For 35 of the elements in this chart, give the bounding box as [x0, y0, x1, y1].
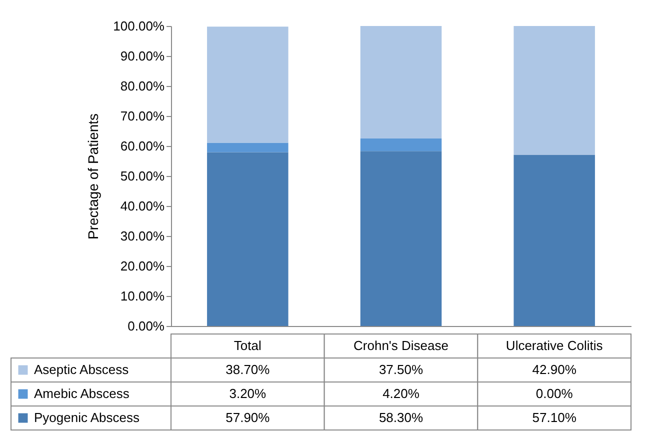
- bar: [360, 26, 442, 138]
- data-label: 37.50%: [378, 362, 424, 377]
- data-label: 0.00%: [536, 386, 574, 401]
- bar: [207, 142, 288, 152]
- x-tick-label: Crohn's Disease: [354, 338, 448, 353]
- y-axis-title: Prectage of Patients: [85, 113, 102, 240]
- data-label: 57.90%: [226, 410, 270, 425]
- y-tick-label: 40.00%: [120, 198, 165, 214]
- data-label: 3.20%: [229, 386, 267, 401]
- bar: [514, 154, 595, 326]
- x-tick-label: Total: [234, 338, 262, 353]
- data-label: 58.30%: [378, 410, 424, 425]
- y-tick-label: 30.00%: [120, 228, 165, 244]
- legend-label: Pyogenic Abscess: [34, 410, 140, 425]
- x-tick-label: Ulcerative Colitis: [506, 338, 604, 353]
- bar: [360, 138, 442, 152]
- bar: [207, 152, 288, 326]
- data-label: 57.10%: [532, 410, 577, 425]
- bar: [514, 26, 595, 155]
- bar: [207, 26, 288, 143]
- y-tick-label: 60.00%: [120, 138, 165, 154]
- bar: [360, 151, 442, 326]
- data-label: 38.70%: [226, 362, 270, 377]
- y-tick-label: 10.00%: [120, 288, 165, 304]
- legend-label: Aseptic Abscess: [34, 362, 130, 377]
- legend-label: Amebic Abscess: [34, 386, 130, 401]
- data-label: 4.20%: [382, 386, 420, 401]
- y-tick-label: 80.00%: [120, 78, 165, 94]
- y-tick-label: 0.00%: [128, 318, 165, 334]
- y-tick-label: 90.00%: [120, 48, 165, 64]
- y-tick-label: 100.00%: [113, 18, 165, 34]
- y-tick-label: 20.00%: [120, 258, 165, 274]
- y-tick-label: 50.00%: [120, 168, 165, 184]
- data-label: 42.90%: [532, 362, 577, 377]
- y-tick-label: 70.00%: [120, 108, 165, 124]
